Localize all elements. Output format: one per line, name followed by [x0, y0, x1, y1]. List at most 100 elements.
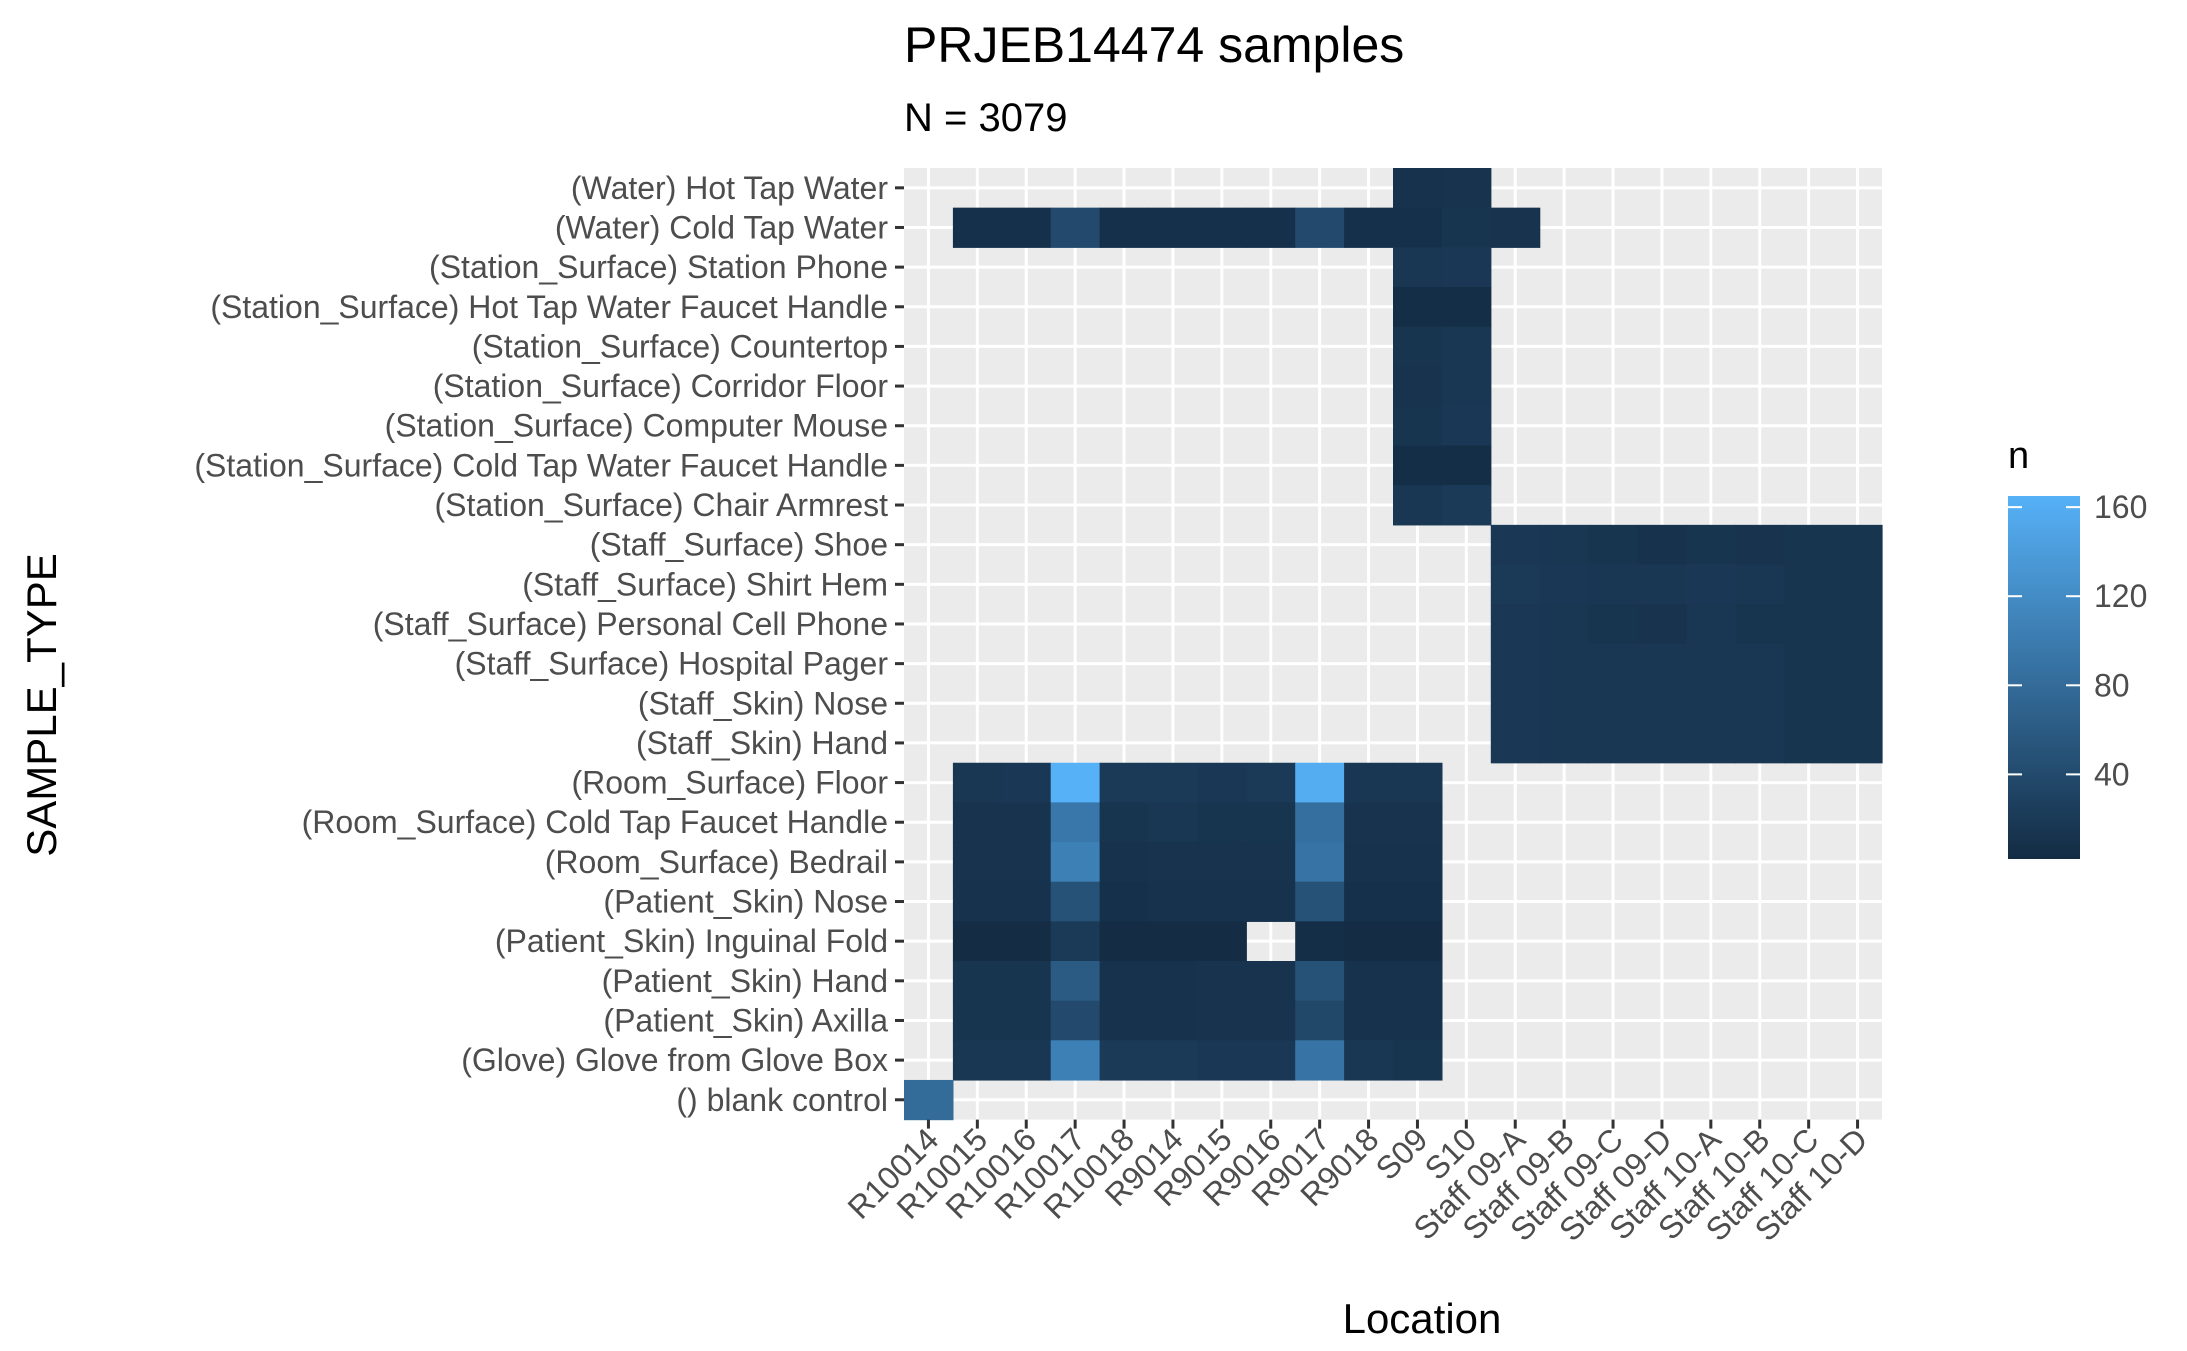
y-tick-label-water-cold-tap-water: (Water) Cold Tap Water [555, 209, 888, 245]
heatmap-cell [1197, 921, 1247, 962]
heatmap-cell [1001, 842, 1052, 883]
heatmap-cell [1393, 445, 1443, 486]
heatmap-cell [1735, 723, 1785, 764]
heatmap-cell [1637, 643, 1687, 685]
heatmap-cell [1735, 604, 1785, 645]
y-axis-title: SAMPLE_TYPE [18, 553, 65, 856]
heatmap-cell [1490, 723, 1541, 764]
heatmap-cell [1539, 564, 1590, 605]
heatmap-cell [1441, 485, 1492, 526]
heatmap-cell [1393, 286, 1443, 328]
x-axis-title: Location [1343, 1295, 1502, 1342]
heatmap-cell [1099, 802, 1150, 843]
heatmap-cell [1148, 1040, 1198, 1081]
heatmap-cell [952, 921, 1003, 962]
heatmap-cell [1539, 683, 1590, 724]
heatmap-cell [952, 881, 1003, 922]
heatmap-cell [1490, 524, 1541, 566]
heatmap-cell [1441, 445, 1492, 486]
heatmap-cell [1246, 762, 1296, 803]
chart-subtitle: N = 3079 [904, 96, 1067, 140]
y-tick-label-station-surface-countertop: (Station_Surface) Countertop [472, 328, 888, 364]
heatmap-cell [1344, 802, 1394, 843]
heatmap-cell [1001, 881, 1052, 922]
heatmap-cell [1197, 842, 1247, 883]
heatmap-cell [1735, 683, 1785, 724]
y-tick-label-station-surface-computer-mouse: (Station_Surface) Computer Mouse [385, 408, 888, 444]
heatmap-cell [904, 1079, 954, 1121]
heatmap-cell [1344, 207, 1394, 248]
heatmap-cell [1393, 881, 1443, 922]
y-tick-label-staff-surface-hospital-pager: (Staff_Surface) Hospital Pager [455, 646, 889, 682]
heatmap-cell [1344, 842, 1394, 883]
heatmap-cell [1099, 762, 1150, 803]
heatmap-cell [1148, 842, 1198, 883]
heatmap-cell [1784, 643, 1834, 685]
heatmap-cell [1050, 1000, 1101, 1041]
heatmap-cell [1637, 723, 1687, 764]
heatmap-cell [1393, 961, 1443, 1002]
heatmap-cell [1099, 881, 1150, 922]
heatmap-cell [1050, 207, 1101, 248]
y-tick-label-patient-skin-inguinal-fold: (Patient_Skin) Inguinal Fold [495, 923, 888, 959]
heatmap-cell [1686, 683, 1736, 724]
heatmap-cell [1686, 604, 1736, 645]
heatmap-cell [1588, 683, 1639, 724]
y-tick-label-water-hot-tap-water: (Water) Hot Tap Water [571, 170, 888, 206]
y-tick-label-station-surface-hot-tap-water-faucet-handle: (Station_Surface) Hot Tap Water Faucet H… [210, 289, 888, 325]
y-tick-label-room-surface-floor: (Room_Surface) Floor [571, 765, 888, 801]
heatmap-cell [1295, 802, 1345, 843]
heatmap-cell [1784, 683, 1834, 724]
heatmap-cell [1441, 168, 1492, 209]
heatmap-cell [1001, 207, 1052, 248]
heatmap-cell [1099, 1000, 1150, 1041]
heatmap-cell [1197, 1040, 1247, 1081]
heatmap-cell [1588, 564, 1639, 605]
heatmap-cell [1148, 762, 1198, 803]
heatmap-cell [1393, 802, 1443, 843]
y-tick-label-glove-glove-from-glove-box: (Glove) Glove from Glove Box [461, 1042, 888, 1078]
heatmap-cell [1490, 683, 1541, 724]
heatmap-cell [1099, 1040, 1150, 1081]
heatmap-cell [1490, 207, 1541, 248]
heatmap-cell [1295, 762, 1345, 803]
heatmap-cell [1295, 1040, 1345, 1081]
heatmap-cell [1001, 1040, 1052, 1081]
heatmap-cell [1393, 405, 1443, 447]
legend-colorbar [2008, 496, 2080, 859]
heatmap-cell [1735, 643, 1785, 685]
heatmap-cell [1001, 961, 1052, 1002]
heatmap-cell [1588, 524, 1639, 566]
heatmap-cell [1295, 207, 1345, 248]
heatmap-cell [1344, 1040, 1394, 1081]
heatmap-cells [904, 168, 1883, 1121]
heatmap-cell [1833, 683, 1883, 724]
heatmap-cell [1441, 286, 1492, 328]
heatmap-cell [1050, 921, 1101, 962]
heatmap-cell [1833, 643, 1883, 685]
heatmap-cell [1197, 207, 1247, 248]
heatmap-cell [952, 842, 1003, 883]
y-tick-label-room-surface-cold-tap-faucet-handle: (Room_Surface) Cold Tap Faucet Handle [302, 804, 888, 840]
y-tick-label-patient-skin-hand: (Patient_Skin) Hand [602, 963, 888, 999]
heatmap-cell [1246, 207, 1296, 248]
heatmap-cell [1441, 405, 1492, 447]
heatmap-cell [952, 1040, 1003, 1081]
heatmap-cell [1344, 881, 1394, 922]
heatmap-cell [1246, 842, 1296, 883]
heatmap-cell [1099, 207, 1150, 248]
heatmap-cell [1588, 604, 1639, 645]
heatmap-cell [1148, 881, 1198, 922]
heatmap-cell [1588, 723, 1639, 764]
heatmap-cell [1393, 168, 1443, 209]
y-tick-label-patient-skin-axilla: (Patient_Skin) Axilla [603, 1002, 888, 1038]
heatmap-cell [1148, 1000, 1198, 1041]
heatmap-cell [1539, 524, 1590, 566]
heatmap-cell [1833, 723, 1883, 764]
heatmap-cell [1490, 564, 1541, 605]
heatmap-cell [1686, 524, 1736, 566]
heatmap-cell [952, 802, 1003, 843]
heatmap-cell [1393, 485, 1443, 526]
y-tick-label-station-surface-cold-tap-water-faucet-handle: (Station_Surface) Cold Tap Water Faucet … [194, 447, 888, 483]
